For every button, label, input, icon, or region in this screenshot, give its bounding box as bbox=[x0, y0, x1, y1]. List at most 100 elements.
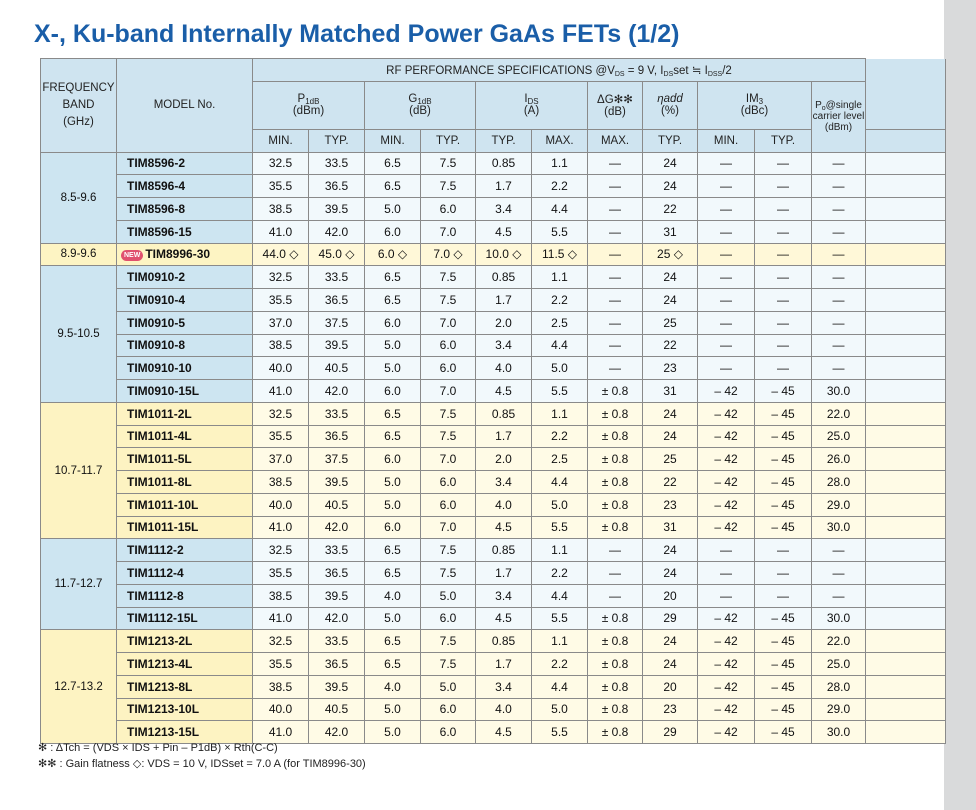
table-row: TIM1011-4L 35.5 36.5 6.5 7.5 1.7 2.2 ± 0.8 24– 4… bbox=[41, 424, 946, 449]
value-cell: 7.5 bbox=[420, 538, 476, 562]
value-cell: 39.5 bbox=[308, 674, 365, 699]
value-cell: 22 bbox=[642, 470, 698, 494]
model-cell: TIM1011-10L bbox=[116, 492, 253, 517]
value-cell: 32.5 bbox=[252, 265, 309, 289]
empty-cell bbox=[865, 470, 946, 494]
table-row: 12.7-13.2 TIM1213-2L 32.5 33.5 6.5 7.5 0.85 1.1… bbox=[40, 629, 946, 744]
value-cell: 1.1 bbox=[531, 538, 588, 562]
value-cell: — bbox=[587, 356, 643, 380]
value-cell: 5.0 bbox=[364, 470, 421, 494]
value-cell: – 45 bbox=[754, 470, 812, 494]
footnote-gain-flatness: ✻✻ : Gain flatness ◇: VDS = 10 V, IDSset… bbox=[38, 758, 366, 770]
value-cell: — bbox=[811, 333, 866, 358]
empty-cell bbox=[865, 151, 946, 176]
empty-cell bbox=[865, 242, 946, 267]
table-row: TIM1112-15L 41.0 42.0 5.0 6.0 4.5 5.5 ± 0.8 29– … bbox=[41, 606, 946, 631]
empty-cell bbox=[865, 447, 946, 471]
value-cell: 0.85 bbox=[475, 401, 532, 426]
model-cell: TIM1213-4L bbox=[116, 652, 253, 676]
model-name: TIM0910-10 bbox=[127, 361, 192, 376]
empty-cell bbox=[865, 583, 946, 608]
value-cell: 45.0 ◇ bbox=[308, 242, 365, 267]
model-name: TIM1011-15L bbox=[127, 520, 199, 535]
empty-cell bbox=[865, 515, 946, 540]
header-extra bbox=[865, 128, 946, 153]
value-cell: – 45 bbox=[754, 447, 812, 471]
value-cell: 6.5 bbox=[364, 629, 421, 653]
value-cell: 23 bbox=[642, 356, 698, 380]
value-cell: 37.0 bbox=[252, 310, 309, 335]
value-cell: 5.5 bbox=[531, 219, 588, 244]
value-cell: 5.0 bbox=[364, 356, 421, 380]
value-cell: 39.5 bbox=[308, 197, 365, 221]
value-cell: 30.0 bbox=[811, 720, 866, 744]
table-row: TIM1011-10L 40.0 40.5 5.0 6.0 4.0 5.0 ± 0.8 23– … bbox=[41, 492, 946, 517]
value-cell: 0.85 bbox=[475, 538, 532, 562]
table-row: TIM1213-8L 38.5 39.5 4.0 5.0 3.4 4.4 ± 0.8 20– 4… bbox=[41, 674, 946, 699]
value-cell: — bbox=[754, 538, 812, 562]
table-row: 8.5-9.6 TIM8596-2 32.5 33.5 6.5 7.5 0.85 1.1—24… bbox=[40, 151, 946, 244]
value-cell: 38.5 bbox=[252, 674, 309, 699]
value-cell: 4.5 bbox=[475, 379, 532, 403]
value-cell: 39.5 bbox=[308, 470, 365, 494]
value-cell: 11.5 ◇ bbox=[531, 242, 588, 267]
page-title: X-, Ku-band Internally Matched Power GaA… bbox=[34, 20, 680, 48]
table-row: TIM8596-15 41.0 42.0 6.0 7.0 4.5 5.5—31— — — bbox=[41, 219, 946, 244]
model-name: TIM8596-4 bbox=[127, 179, 186, 194]
model-cell: NEW TIM8996-30 bbox=[116, 242, 253, 267]
value-cell: – 42 bbox=[697, 652, 755, 676]
footnote-delta-tch: ✻ : ΔTch = (VDS × IDS + Pin – P1dB) × Rt… bbox=[38, 742, 278, 754]
value-cell: 4.4 bbox=[531, 197, 588, 221]
value-cell: — bbox=[697, 310, 755, 335]
value-cell: 20 bbox=[642, 583, 698, 608]
header-eta-add: ηadd (%) bbox=[642, 80, 698, 130]
band-label: 9.5-10.5 bbox=[57, 328, 100, 340]
value-cell: 33.5 bbox=[308, 538, 365, 562]
value-cell: 7.5 bbox=[420, 424, 476, 449]
header-dg-max: MAX. bbox=[587, 128, 643, 153]
value-cell: 7.5 bbox=[420, 401, 476, 426]
model-name: TIM0910-15L bbox=[127, 383, 200, 398]
empty-cell bbox=[865, 310, 946, 335]
table-row: TIM1011-8L 38.5 39.5 5.0 6.0 3.4 4.4 ± 0.8 22– 4… bbox=[41, 470, 946, 494]
value-cell: 30.0 bbox=[811, 379, 866, 403]
value-cell: 42.0 bbox=[308, 515, 365, 540]
table-row: TIM8596-8 38.5 39.5 5.0 6.0 3.4 4.4—22— — — bbox=[41, 197, 946, 221]
value-cell: ± 0.8 bbox=[587, 492, 643, 517]
header-p1db: P1dB (dBm) bbox=[252, 80, 365, 130]
value-cell: 25.0 bbox=[811, 424, 866, 449]
table-row: TIM8596-4 35.5 36.5 6.5 7.5 1.7 2.2—24— — — bbox=[41, 174, 946, 198]
value-cell: 6.0 bbox=[420, 697, 476, 722]
value-cell: 24 bbox=[642, 424, 698, 449]
value-cell: 2.2 bbox=[531, 652, 588, 676]
value-cell: 3.4 bbox=[475, 333, 532, 358]
header-g1db-min: MIN. bbox=[364, 128, 421, 153]
value-cell: – 45 bbox=[754, 515, 812, 540]
empty-cell bbox=[865, 288, 946, 312]
value-cell: 7.0 bbox=[420, 219, 476, 244]
model-name: TIM1011-10L bbox=[127, 497, 199, 512]
value-cell: 4.0 bbox=[475, 492, 532, 517]
value-cell: 35.5 bbox=[252, 424, 309, 449]
empty-cell bbox=[865, 197, 946, 221]
value-cell: 31 bbox=[642, 515, 698, 540]
value-cell: 39.5 bbox=[308, 583, 365, 608]
value-cell: — bbox=[811, 288, 866, 312]
value-cell: 24 bbox=[642, 561, 698, 585]
value-cell: 36.5 bbox=[308, 288, 365, 312]
value-cell: 40.5 bbox=[308, 697, 365, 722]
header-eta-typ: TYP. bbox=[642, 128, 698, 153]
empty-cell bbox=[865, 561, 946, 585]
value-cell: 1.7 bbox=[475, 561, 532, 585]
value-cell: ± 0.8 bbox=[587, 652, 643, 676]
table-row: TIM0910-8 38.5 39.5 5.0 6.0 3.4 4.4—22— — — bbox=[41, 333, 946, 358]
value-cell: 0.85 bbox=[475, 151, 532, 176]
value-cell: 5.0 bbox=[531, 492, 588, 517]
empty-cell bbox=[865, 174, 946, 198]
value-cell: 25 bbox=[642, 447, 698, 471]
table-row: 9.5-10.5 TIM0910-2 32.5 33.5 6.5 7.5 0.85 1.1—2… bbox=[40, 265, 946, 403]
value-cell: 5.0 bbox=[531, 356, 588, 380]
value-cell: 6.5 bbox=[364, 151, 421, 176]
value-cell: 1.7 bbox=[475, 424, 532, 449]
value-cell: 31 bbox=[642, 219, 698, 244]
